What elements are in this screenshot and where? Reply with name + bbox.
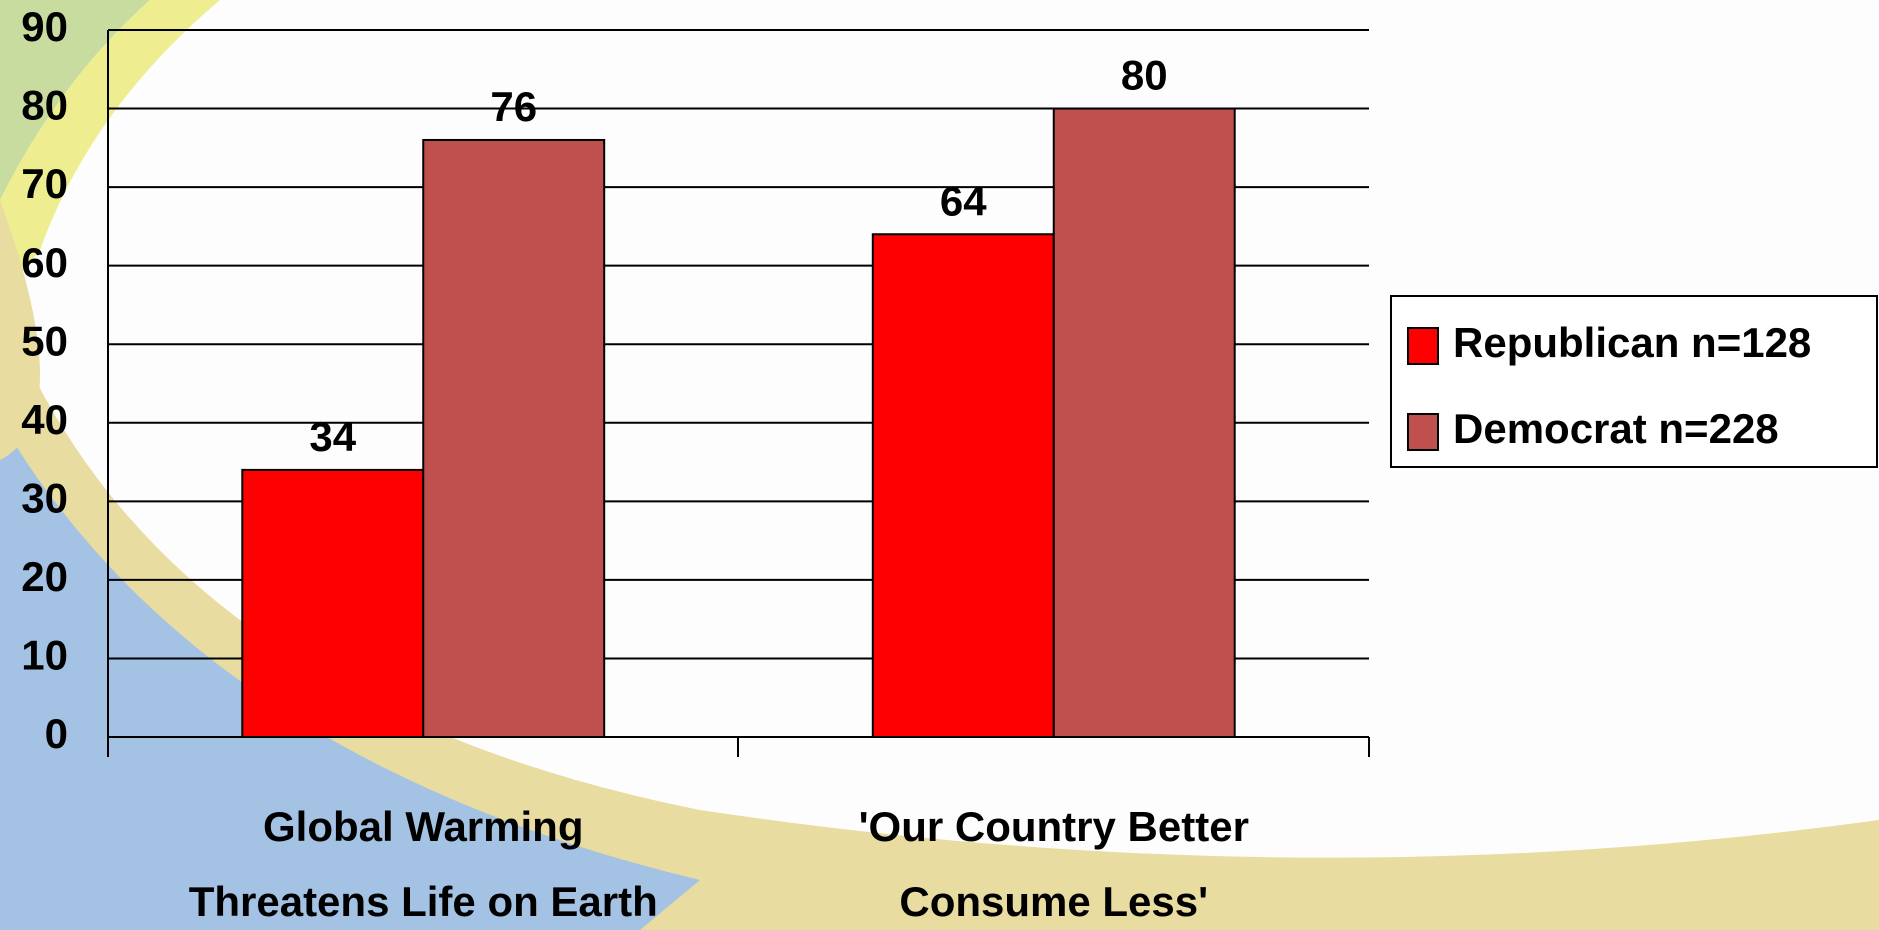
y-tick-label: 0 bbox=[45, 710, 68, 757]
data-label: 34 bbox=[309, 413, 356, 460]
data-label: 76 bbox=[490, 83, 537, 130]
legend-label: Republican n=128 bbox=[1453, 319, 1811, 366]
x-tick-label: Global Warming Threatens Life on Earth bbox=[189, 803, 658, 925]
bar bbox=[871, 233, 1055, 738]
legend-swatch bbox=[1407, 327, 1439, 365]
bar bbox=[241, 468, 425, 738]
legend-box bbox=[1390, 295, 1878, 468]
y-tick-label: 40 bbox=[21, 396, 68, 443]
y-tick-label: 60 bbox=[21, 239, 68, 286]
data-label: 64 bbox=[940, 177, 987, 224]
y-tick-label: 20 bbox=[21, 553, 68, 600]
y-tick-label: 10 bbox=[21, 632, 68, 679]
y-tick-label: 90 bbox=[21, 3, 68, 50]
x-tick-label: 'Our Country Better Consume Less' bbox=[859, 803, 1249, 925]
legend-swatch bbox=[1407, 413, 1439, 451]
y-tick-label: 50 bbox=[21, 317, 68, 364]
data-label: 80 bbox=[1121, 52, 1168, 99]
y-tick-label: 80 bbox=[21, 82, 68, 129]
y-tick-label: 70 bbox=[21, 160, 68, 207]
legend-label: Democrat n=228 bbox=[1453, 405, 1779, 452]
y-tick-label: 30 bbox=[21, 474, 68, 521]
bar bbox=[1052, 107, 1236, 739]
bar bbox=[422, 138, 606, 738]
